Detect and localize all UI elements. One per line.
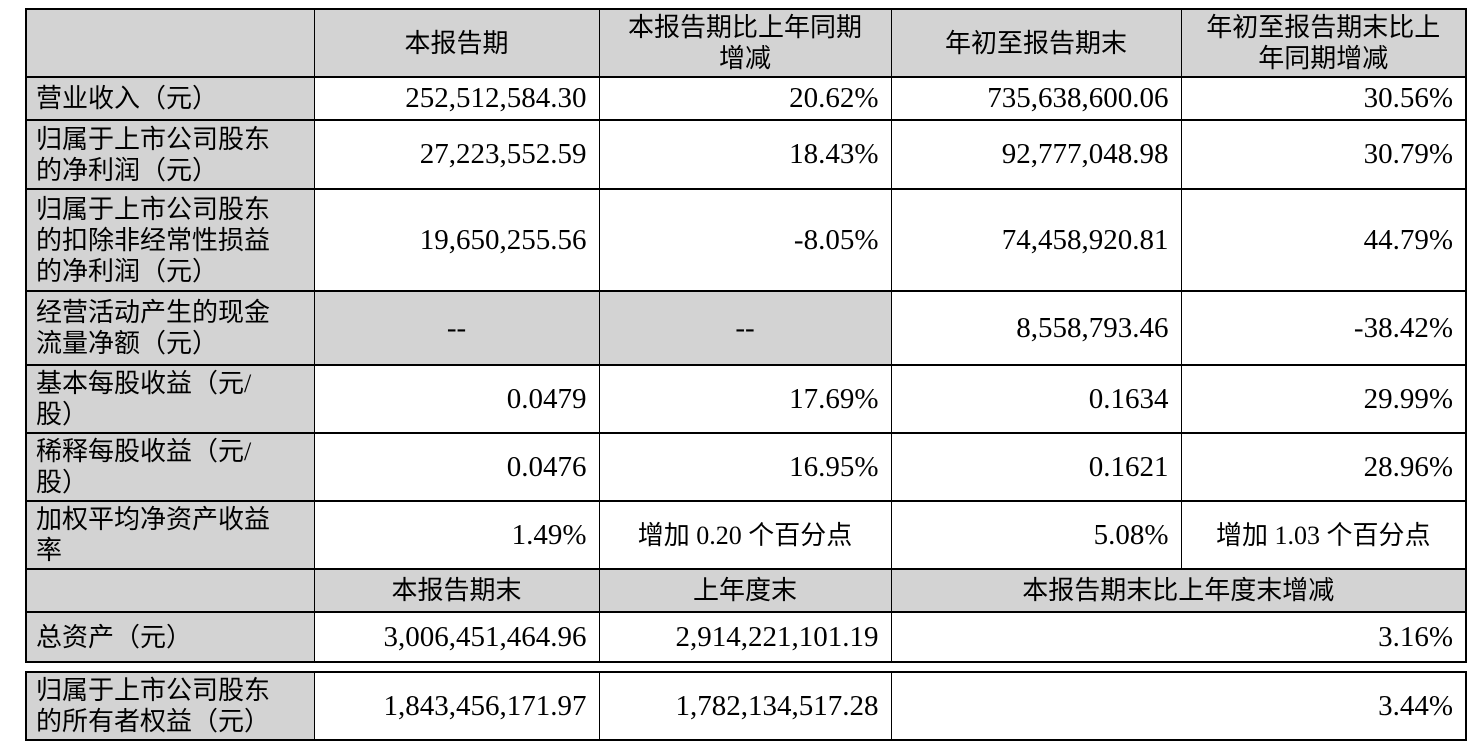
change-cell: -38.42% bbox=[1180, 290, 1467, 366]
change-cell: 16.95% bbox=[598, 432, 892, 502]
label-cell: 营业收入（元） bbox=[25, 76, 315, 121]
change-cell: 增加 1.03 个百分点 bbox=[1180, 500, 1467, 570]
change-cell: -8.05% bbox=[598, 188, 892, 292]
value-cell: 1,782,134,517.28 bbox=[598, 671, 892, 741]
label-cell: 经营活动产生的现金 流量净额（元） bbox=[25, 290, 315, 366]
header-current-period-end: 本报告期末 bbox=[313, 568, 600, 613]
value-cell: 2,914,221,101.19 bbox=[598, 611, 892, 663]
row-total-assets: 总资产（元） 3,006,451,464.96 2,914,221,101.19… bbox=[25, 611, 1467, 663]
value-cell: 27,223,552.59 bbox=[313, 119, 600, 190]
header-row-period: 本报告期 本报告期比上年同期 增减 年初至报告期末 年初至报告期末比上 年同期增… bbox=[25, 8, 1467, 78]
value-cell: 0.1621 bbox=[890, 432, 1182, 502]
label-cell: 归属于上市公司股东 的所有者权益（元） bbox=[25, 671, 315, 741]
header-period-end-vs-prior-year-end-change: 本报告期末比上年度末增减 bbox=[890, 568, 1467, 613]
not-applicable-cell: -- bbox=[598, 290, 892, 366]
label-cell: 基本每股收益（元/ 股） bbox=[25, 364, 315, 434]
value-cell: 5.08% bbox=[890, 500, 1182, 570]
row-net-profit-excl-nonrecurring: 归属于上市公司股东 的扣除非经常性损益 的净利润（元） 19,650,255.5… bbox=[25, 188, 1467, 292]
change-cell: 3.16% bbox=[890, 611, 1467, 663]
value-cell: 74,458,920.81 bbox=[890, 188, 1182, 292]
label-cell: 稀释每股收益（元/ 股） bbox=[25, 432, 315, 502]
change-cell: 20.62% bbox=[598, 76, 892, 121]
value-cell: 19,650,255.56 bbox=[313, 188, 600, 292]
value-cell: 0.0476 bbox=[313, 432, 600, 502]
financial-summary-table: 本报告期 本报告期比上年同期 增减 年初至报告期末 年初至报告期末比上 年同期增… bbox=[25, 8, 1467, 663]
corner-blank-cell bbox=[25, 568, 315, 613]
row-diluted-eps: 稀释每股收益（元/ 股） 0.0476 16.95% 0.1621 28.96% bbox=[25, 432, 1467, 502]
header-ytd-yoy-change: 年初至报告期末比上 年同期增减 bbox=[1180, 8, 1467, 78]
header-row-period-end: 本报告期末 上年度末 本报告期末比上年度末增减 bbox=[25, 568, 1467, 613]
change-cell: 3.44% bbox=[890, 671, 1467, 741]
row-basic-eps: 基本每股收益（元/ 股） 0.0479 17.69% 0.1634 29.99% bbox=[25, 364, 1467, 434]
header-current-period: 本报告期 bbox=[313, 8, 600, 78]
not-applicable-cell: -- bbox=[313, 290, 600, 366]
corner-blank-cell bbox=[25, 8, 315, 78]
row-equity-attributable: 归属于上市公司股东 的所有者权益（元） 1,843,456,171.97 1,7… bbox=[25, 671, 1467, 741]
change-cell: 44.79% bbox=[1180, 188, 1467, 292]
value-cell: 0.1634 bbox=[890, 364, 1182, 434]
row-net-profit-attributable: 归属于上市公司股东 的净利润（元） 27,223,552.59 18.43% 9… bbox=[25, 119, 1467, 190]
change-cell: 增加 0.20 个百分点 bbox=[598, 500, 892, 570]
row-weighted-avg-roe: 加权平均净资产收益 率 1.49% 增加 0.20 个百分点 5.08% 增加 … bbox=[25, 500, 1467, 570]
change-cell: 17.69% bbox=[598, 364, 892, 434]
label-cell: 总资产（元） bbox=[25, 611, 315, 663]
change-cell: 28.96% bbox=[1180, 432, 1467, 502]
header-ytd: 年初至报告期末 bbox=[890, 8, 1182, 78]
change-cell: 18.43% bbox=[598, 119, 892, 190]
value-cell: 92,777,048.98 bbox=[890, 119, 1182, 190]
value-cell: 735,638,600.06 bbox=[890, 76, 1182, 121]
row-operating-revenue: 营业收入（元） 252,512,584.30 20.62% 735,638,60… bbox=[25, 76, 1467, 121]
value-cell: 1,843,456,171.97 bbox=[313, 671, 600, 741]
label-cell: 归属于上市公司股东 的净利润（元） bbox=[25, 119, 315, 190]
label-cell: 加权平均净资产收益 率 bbox=[25, 500, 315, 570]
row-operating-cash-flow: 经营活动产生的现金 流量净额（元） -- -- 8,558,793.46 -38… bbox=[25, 290, 1467, 366]
header-prior-year-end: 上年度末 bbox=[598, 568, 892, 613]
value-cell: 0.0479 bbox=[313, 364, 600, 434]
value-cell: 252,512,584.30 bbox=[313, 76, 600, 121]
value-cell: 1.49% bbox=[313, 500, 600, 570]
change-cell: 29.99% bbox=[1180, 364, 1467, 434]
change-cell: 30.79% bbox=[1180, 119, 1467, 190]
value-cell: 3,006,451,464.96 bbox=[313, 611, 600, 663]
label-cell: 归属于上市公司股东 的扣除非经常性损益 的净利润（元） bbox=[25, 188, 315, 292]
header-current-period-yoy-change: 本报告期比上年同期 增减 bbox=[598, 8, 892, 78]
equity-row-table: 归属于上市公司股东 的所有者权益（元） 1,843,456,171.97 1,7… bbox=[25, 671, 1468, 741]
change-cell: 30.56% bbox=[1180, 76, 1467, 121]
value-cell: 8,558,793.46 bbox=[890, 290, 1182, 366]
